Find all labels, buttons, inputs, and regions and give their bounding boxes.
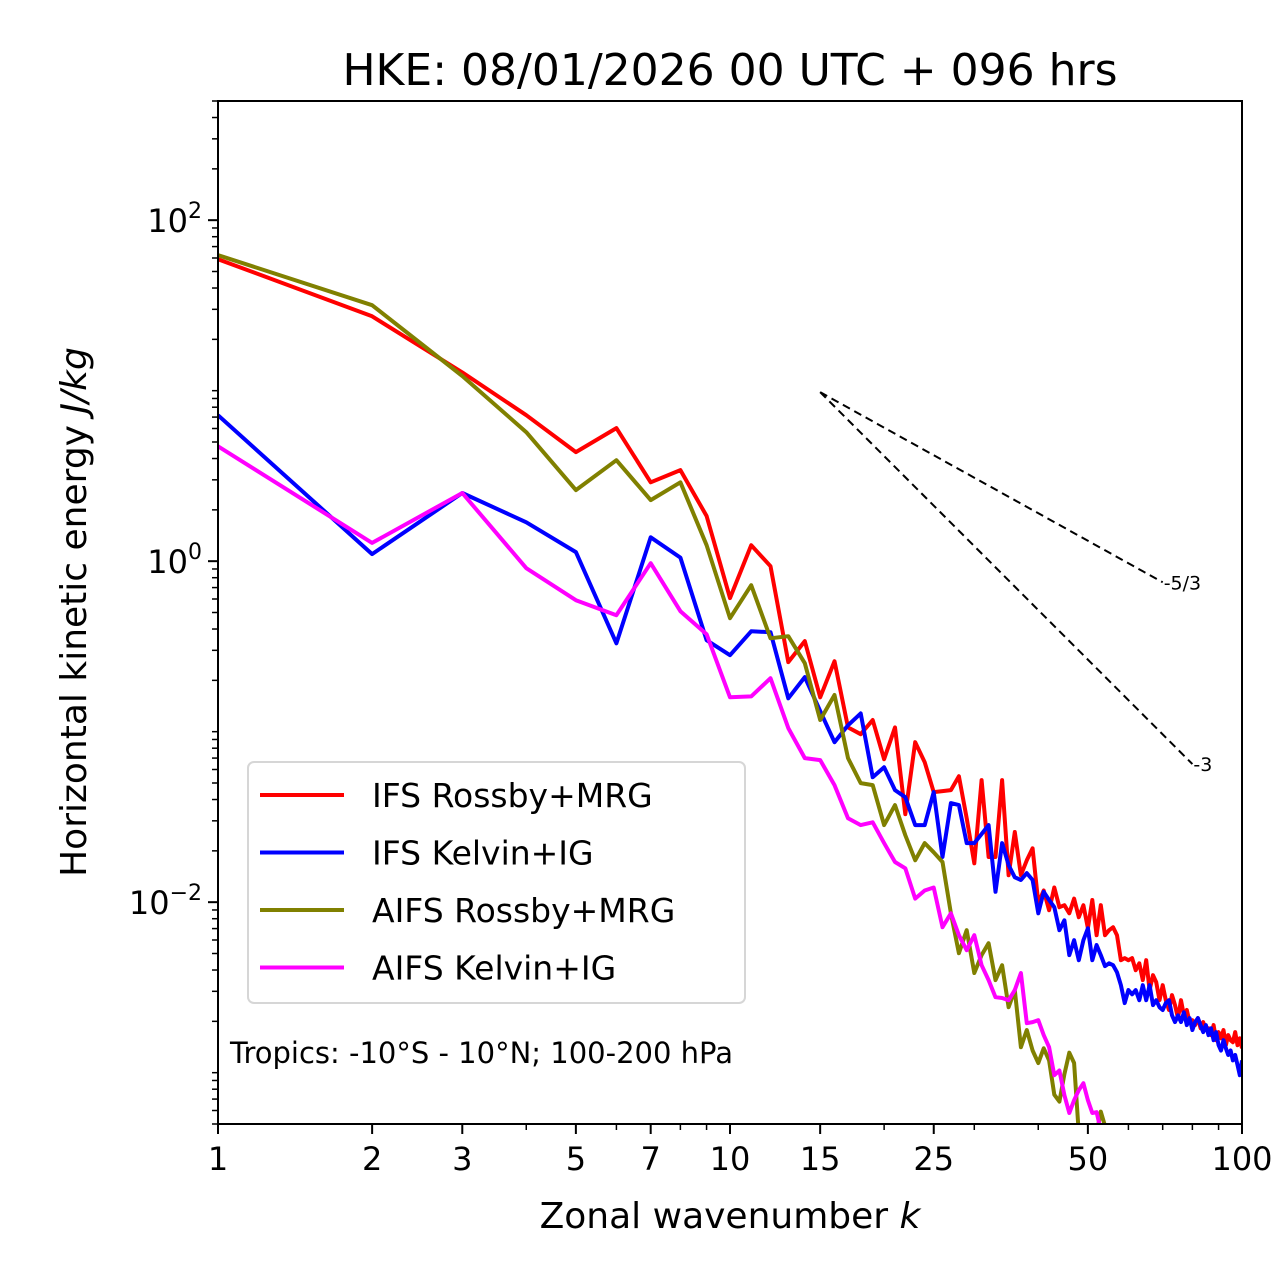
chart-title: HKE: 08/01/2026 00 UTC + 096 hrs (342, 45, 1117, 96)
series-line-aifs-rossby-mrg (218, 253, 1107, 1124)
x-axis-label-text: Zonal wavenumber (540, 1196, 889, 1237)
x-tick-label: 50 (1068, 1140, 1109, 1178)
legend-label: AIFS Kelvin+IG (372, 949, 616, 988)
x-tick-label: 10 (710, 1140, 751, 1178)
reference-line-slope-three (819, 391, 1194, 765)
x-tick-label: 15 (800, 1140, 841, 1178)
series-lines (218, 253, 1242, 1124)
x-tick-label: 100 (1211, 1140, 1272, 1178)
reference-line-label: -5/3 (1164, 572, 1201, 594)
reference-slope-labels: -5/3 -3 (1164, 572, 1213, 776)
x-axis-label: Zonal wavenumber k (540, 1196, 923, 1237)
y-tick-label: 100 (147, 540, 202, 581)
legend: IFS Rossby+MRG IFS Kelvin+IG AIFS Rossby+M… (247, 761, 746, 1004)
x-tick-label: 7 (641, 1140, 661, 1178)
series-line-aifs-kelvin-ig (218, 444, 1102, 1124)
y-axis-label: Horizontal kinetic energy J/kg (54, 347, 95, 877)
legend-label: IFS Rossby+MRG (372, 776, 653, 815)
x-tick-label: 2 (362, 1140, 382, 1178)
y-tick-label: 102 (147, 199, 202, 240)
legend-box (247, 761, 746, 1004)
x-axis-label-variable: k (900, 1196, 923, 1237)
x-tick-label: 1 (208, 1140, 228, 1178)
x-tick-label: 3 (452, 1140, 472, 1178)
x-tick-label: 25 (913, 1140, 954, 1178)
plot-frame (217, 100, 1243, 1125)
series-line-ifs-kelvin-ig (218, 413, 1242, 1078)
y-tick-label: 10−2 (129, 881, 202, 922)
legend-label: IFS Kelvin+IG (372, 834, 594, 873)
region-annotation: Tropics: -10°S - 10°N; 100-200 hPa (229, 1036, 733, 1070)
y-axis-label-text: Horizontal kinetic energy (54, 425, 95, 877)
legend-label: AIFS Rossby+MRG (372, 891, 675, 930)
reference-slope-lines (819, 391, 1194, 765)
reference-line-label: -3 (1193, 754, 1212, 776)
reference-line-slope-five-thirds (819, 391, 1164, 584)
x-tick-label: 5 (566, 1140, 586, 1178)
x-axis-ticks: 1 2 3 5 7 10 15 25 50 100 (208, 1124, 1273, 1178)
y-axis-label-unit: J/kg (54, 347, 95, 419)
